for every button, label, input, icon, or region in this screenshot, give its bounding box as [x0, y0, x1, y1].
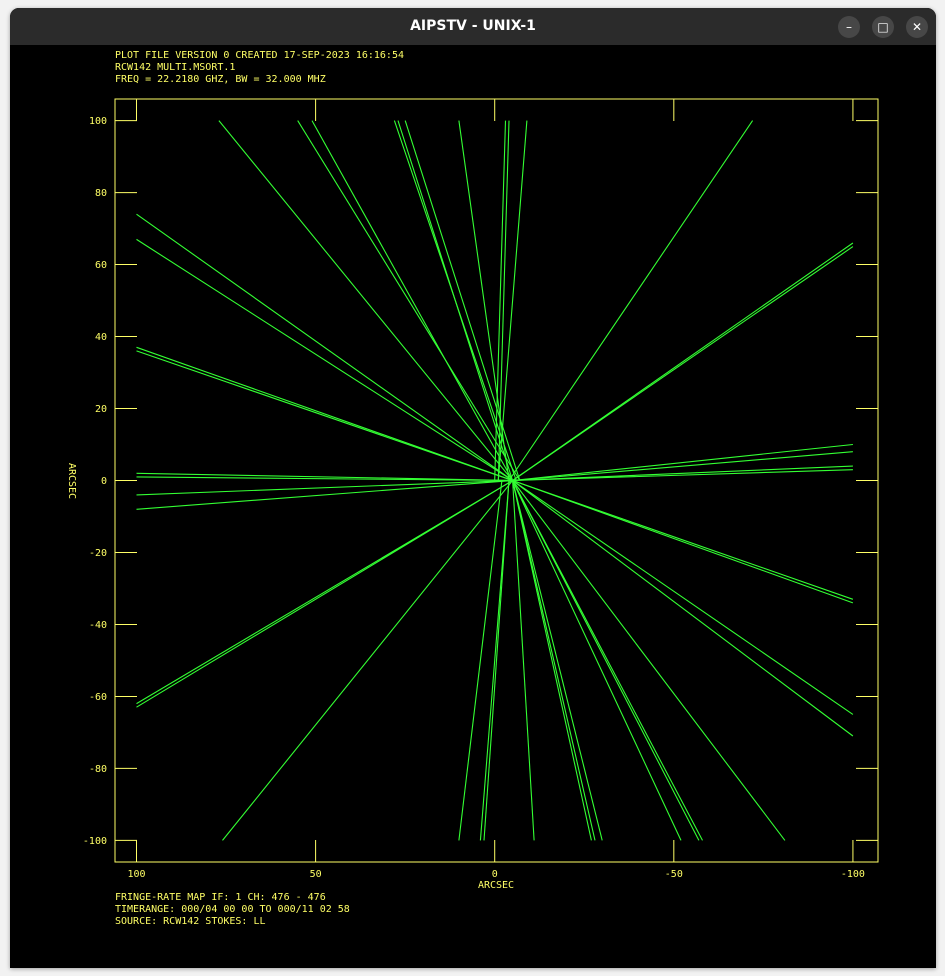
plot-background: [10, 45, 936, 968]
x-tick-label--100: -100: [841, 869, 865, 880]
fringe-line-2: [311, 120, 514, 481]
window-title: AIPSTV - UNIX-1: [410, 18, 536, 34]
fringe-line-26: [512, 465, 853, 482]
fringe-line-17: [136, 479, 513, 496]
fringe-line-7: [494, 120, 507, 481]
x-tick-label-0: 0: [492, 869, 498, 880]
y-tick-label--60: -60: [89, 692, 107, 703]
header-line-1: PLOT FILE VERSION 0 CREATED 17-SEP-2023 …: [115, 50, 404, 61]
aipstv-window: AIPSTV - UNIX-1 – □ ✕ PLOT FILE VERSION …: [10, 8, 936, 968]
fringe-line-31: [512, 480, 854, 737]
fringe-line-11: [136, 213, 513, 481]
y-tick-label-40: 40: [95, 332, 107, 343]
fringe-line-20: [136, 480, 513, 708]
fringe-rate-map-plot: PLOT FILE VERSION 0 CREATED 17-SEP-2023 …: [10, 45, 936, 968]
x-tick-label-50: 50: [310, 869, 322, 880]
fringe-line-0: [218, 120, 514, 481]
fringe-line-18: [136, 479, 513, 510]
y-tick-label--20: -20: [89, 548, 107, 559]
fringe-line-15: [136, 472, 513, 482]
footer-line-2: TIMERANGE: 000/04 00 00 TO 000/11 02 58: [115, 904, 350, 915]
header-line-2: RCW142 MULTI.MSORT.1: [115, 62, 235, 73]
fringe-line-32: [458, 480, 503, 841]
title-bar[interactable]: AIPSTV - UNIX-1 – □ ✕: [10, 8, 936, 45]
fringe-line-24: [512, 443, 853, 482]
x-tick-label--50: -50: [665, 869, 683, 880]
fringe-line-34: [483, 480, 510, 841]
fringe-line-1: [297, 120, 521, 481]
y-tick-label-80: 80: [95, 188, 107, 199]
fringe-line-23: [512, 246, 854, 481]
fringe-line-33: [479, 480, 510, 841]
y-tick-label--80: -80: [89, 764, 107, 775]
fringe-line-42: [512, 480, 786, 841]
fringe-line-13: [136, 346, 513, 482]
close-button[interactable]: ✕: [906, 16, 928, 38]
fringe-line-25: [512, 451, 853, 482]
y-tick-label-100: 100: [89, 116, 107, 127]
fringe-line-39: [512, 480, 682, 841]
header-line-3: FREQ = 22.2180 GHZ, BW = 32.000 MHZ: [115, 74, 326, 85]
fringe-line-27: [512, 469, 853, 482]
fringe-line-28: [512, 479, 854, 600]
fringe-line-14: [136, 350, 513, 482]
fringe-line-16: [136, 476, 513, 482]
y-axis-label: ARCSEC: [66, 463, 77, 499]
fringe-line-21: [222, 480, 514, 841]
fringe-line-30: [512, 480, 854, 715]
y-tick-label--100: -100: [83, 836, 107, 847]
fringe-line-36: [512, 480, 592, 841]
footer-line-1: FRINGE-RATE MAP IF: 1 CH: 476 - 476: [115, 892, 326, 903]
fringe-line-8: [497, 120, 510, 481]
fringe-lines: [136, 120, 854, 841]
maximize-button[interactable]: □: [872, 16, 894, 38]
y-tick-label-60: 60: [95, 260, 107, 271]
fringe-line-4: [397, 120, 514, 481]
fringe-line-37: [512, 480, 596, 841]
fringe-line-12: [136, 238, 513, 481]
y-tick-label--40: -40: [89, 620, 107, 631]
y-tick-label-20: 20: [95, 404, 107, 415]
fringe-line-35: [512, 480, 535, 841]
y-tick-label-0: 0: [101, 476, 107, 487]
fringe-line-10: [508, 120, 754, 481]
fringe-line-6: [458, 120, 510, 481]
fringe-line-38: [512, 480, 603, 841]
fringe-line-29: [512, 479, 854, 604]
plot-area: PLOT FILE VERSION 0 CREATED 17-SEP-2023 …: [10, 45, 936, 968]
minimize-button[interactable]: –: [838, 16, 860, 38]
footer-line-3: SOURCE: RCW142 STOKES: LL: [115, 916, 266, 927]
fringe-line-9: [497, 120, 528, 481]
x-tick-label-100: 100: [127, 869, 145, 880]
x-axis-label: ARCSEC: [478, 880, 514, 891]
axis-ticks: 100 80 60 40 20 0 -20 -40 -60 -80 -100 100 50 0 -50 -10…: [83, 99, 878, 880]
fringe-line-41: [512, 480, 703, 841]
